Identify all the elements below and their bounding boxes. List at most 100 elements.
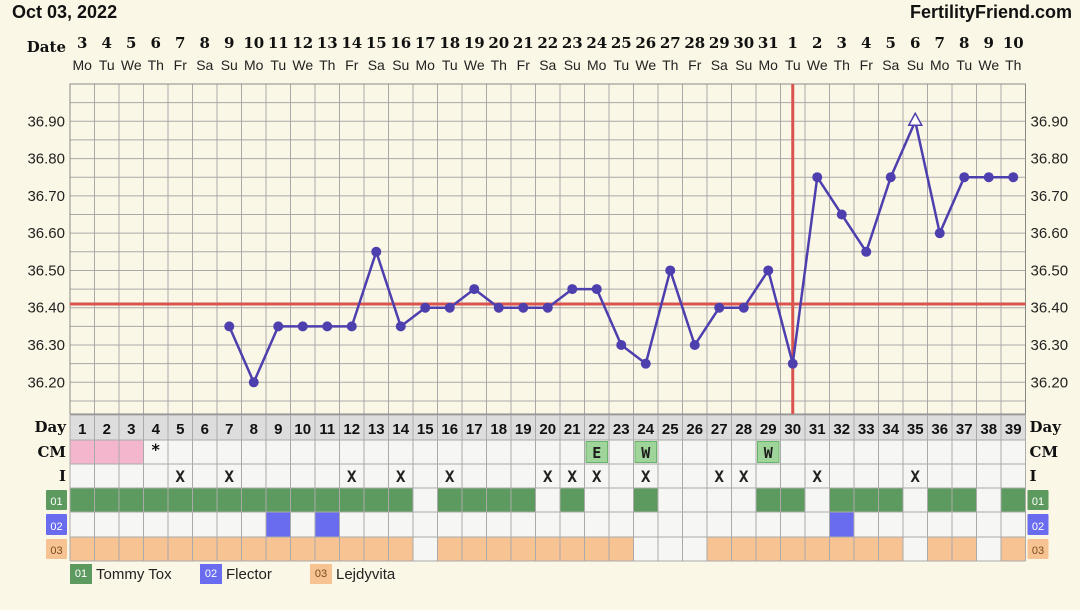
temperature-point	[763, 265, 774, 276]
cycle-day-label: 35	[907, 421, 924, 438]
temperature-point	[420, 302, 431, 313]
cycle-day-label: 17	[466, 421, 483, 438]
medication-cell	[217, 537, 242, 561]
temperature-point	[665, 265, 676, 276]
date-tick-label: 30	[733, 34, 754, 52]
medication-cell	[854, 537, 879, 561]
cycle-day-label: 20	[539, 421, 556, 438]
temperature-point	[738, 302, 749, 313]
temperature-point	[493, 302, 504, 313]
period-cell	[119, 440, 144, 464]
cycle-day-label: 9	[274, 421, 282, 438]
cycle-day-label: 1	[78, 421, 86, 438]
day-row-label-left: Day	[35, 418, 68, 436]
temperature-point	[885, 172, 896, 183]
cycle-day-label: 18	[490, 421, 507, 438]
medication-cell	[315, 512, 340, 537]
date-tick-label: 10	[1003, 34, 1024, 52]
medication-badge-code: 02	[1032, 521, 1044, 533]
cycle-day-row-bg	[70, 415, 1026, 440]
cycle-day-label: 16	[441, 421, 458, 438]
medication-cell	[315, 537, 340, 561]
medication-cell	[143, 537, 168, 561]
intercourse-marker: X	[175, 467, 185, 486]
medication-cell	[829, 488, 854, 512]
intercourse-marker: X	[739, 467, 749, 486]
temperature-point	[787, 358, 798, 369]
cycle-day-label: 13	[368, 421, 385, 438]
medication-cell	[829, 537, 854, 561]
cm-cell	[634, 441, 657, 463]
temperature-point	[444, 302, 455, 313]
weekday-tick-label: Th	[834, 57, 850, 73]
date-tick-label: 26	[635, 34, 656, 52]
date-tick-label: 13	[317, 34, 338, 52]
weekday-tick-label: Th	[662, 57, 678, 73]
temperature-point	[616, 340, 627, 351]
cycle-day-label: 33	[858, 421, 875, 438]
temperature-point	[934, 228, 945, 239]
medication-cell	[511, 537, 536, 561]
temperature-point	[836, 209, 847, 220]
weekday-tick-label: Fr	[860, 57, 874, 73]
medication-badge-left	[46, 490, 67, 510]
legend-code: 03	[310, 564, 332, 584]
legend-code: 02	[200, 564, 222, 584]
date-tick-label: 18	[439, 34, 460, 52]
date-tick-label: 12	[292, 34, 313, 52]
medication-cell	[511, 488, 536, 512]
weekday-tick-label: Sa	[196, 57, 213, 73]
date-tick-label: 19	[464, 34, 485, 52]
medication-cell	[94, 488, 119, 512]
cycle-day-label: 32	[833, 421, 850, 438]
cycle-day-label: 31	[809, 421, 826, 438]
date-tick-label: 7	[175, 34, 185, 52]
cycle-day-label: 19	[515, 421, 532, 438]
intercourse-marker: X	[543, 467, 553, 486]
weekday-tick-label: Sa	[882, 57, 899, 73]
legend-item-medication-02: 02 Flector	[200, 563, 272, 585]
weekday-tick-label: Tu	[956, 57, 972, 73]
date-tick-label: 31	[758, 34, 779, 52]
medication-cell	[364, 488, 389, 512]
medication-cell	[315, 488, 340, 512]
day-row-label-right: Day	[1030, 418, 1063, 436]
medication-cell	[731, 537, 756, 561]
medication-cell	[854, 488, 879, 512]
medication-badge-code: 02	[50, 521, 62, 533]
y-tick-label-left: 36.80	[27, 151, 65, 168]
temperature-point	[469, 284, 480, 295]
temperature-point	[1008, 172, 1019, 183]
cycle-day-label: 21	[564, 421, 581, 438]
weekday-tick-label: Th	[1005, 57, 1021, 73]
date-tick-label: 5	[126, 34, 136, 52]
date-tick-label: 8	[959, 34, 969, 52]
date-tick-label: 25	[611, 34, 632, 52]
weekday-tick-label: Sa	[539, 57, 556, 73]
date-tick-label: 4	[102, 34, 112, 52]
intercourse-row-label-right: I	[1030, 467, 1037, 485]
medication-cell	[70, 488, 95, 512]
medication-cell	[633, 488, 658, 512]
weekday-tick-label: Mo	[73, 57, 93, 73]
weekday-tick-label: Tu	[442, 57, 458, 73]
brand-logo-text[interactable]: FertilityFriend.com	[909, 2, 1072, 22]
date-tick-label: 8	[200, 34, 210, 52]
y-tick-label-right: 36.50	[1031, 262, 1069, 279]
intercourse-marker: X	[910, 467, 920, 486]
table-row-bg	[70, 440, 1026, 464]
temperature-point	[322, 321, 333, 332]
cycle-day-label: 7	[225, 421, 233, 438]
medication-cell	[609, 537, 634, 561]
date-tick-label: 29	[709, 34, 730, 52]
medication-cell	[756, 488, 781, 512]
date-tick-label: 9	[984, 34, 994, 52]
weekday-tick-label: We	[292, 57, 313, 73]
cm-row-label-right: CM	[1030, 443, 1059, 461]
plot-border	[69, 83, 1026, 415]
weekday-tick-label: Th	[148, 57, 164, 73]
y-tick-label-right: 36.70	[1031, 188, 1069, 205]
spotting-marker: *	[151, 440, 161, 459]
medication-cell	[560, 488, 585, 512]
date-tick-label: 9	[224, 34, 234, 52]
